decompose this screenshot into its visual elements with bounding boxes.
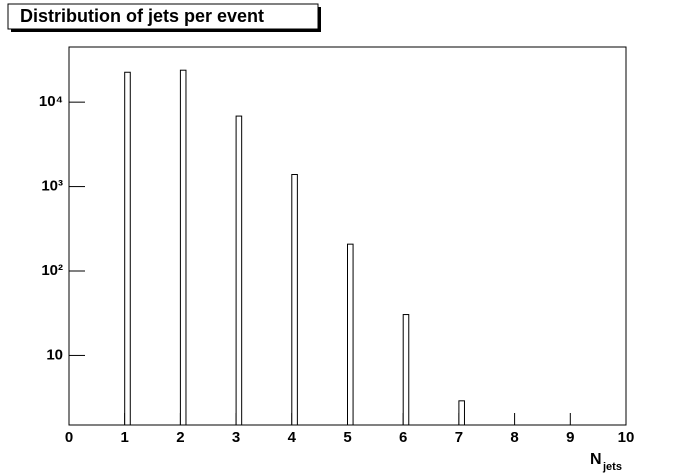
y-tick-label: 10³ bbox=[41, 178, 63, 195]
x-axis-label: N bbox=[590, 451, 602, 468]
bar bbox=[291, 174, 298, 426]
bar bbox=[402, 314, 410, 426]
x-tick-label: 0 bbox=[65, 429, 73, 446]
x-tick-label: 10 bbox=[618, 429, 635, 446]
bar bbox=[124, 71, 131, 426]
x-tick-label: 2 bbox=[176, 429, 184, 446]
x-tick-label: 6 bbox=[399, 429, 407, 446]
bar bbox=[458, 400, 465, 426]
x-tick-label: 3 bbox=[232, 429, 240, 446]
bar bbox=[235, 115, 243, 426]
x-tick-label: 4 bbox=[288, 429, 297, 446]
x-axis-label-sub: jets bbox=[602, 461, 622, 473]
title-box bbox=[7, 3, 319, 30]
bar bbox=[347, 243, 354, 426]
y-tick-label: 10 bbox=[46, 346, 63, 363]
x-tick-label: 7 bbox=[455, 429, 463, 446]
chart-title: Distribution of jets per event bbox=[20, 6, 264, 26]
bar bbox=[179, 69, 187, 426]
y-tick-label: 10² bbox=[41, 262, 63, 279]
x-tick-label: 1 bbox=[121, 429, 129, 446]
x-tick-label: 9 bbox=[566, 429, 574, 446]
y-tick-label: 10⁴ bbox=[39, 93, 63, 110]
x-tick-label: 5 bbox=[343, 429, 351, 446]
x-tick-label: 8 bbox=[510, 429, 518, 446]
